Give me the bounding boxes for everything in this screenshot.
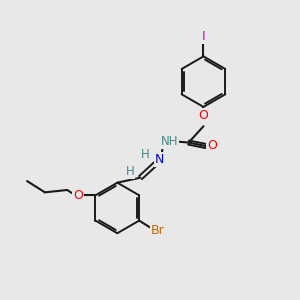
Text: I: I — [202, 30, 205, 43]
Text: H: H — [126, 165, 134, 178]
Text: NH: NH — [160, 135, 178, 148]
Text: Br: Br — [151, 224, 164, 237]
Text: O: O — [208, 139, 218, 152]
Text: O: O — [199, 109, 208, 122]
Text: N: N — [155, 153, 164, 166]
Text: H: H — [141, 148, 150, 161]
Text: O: O — [73, 189, 83, 202]
